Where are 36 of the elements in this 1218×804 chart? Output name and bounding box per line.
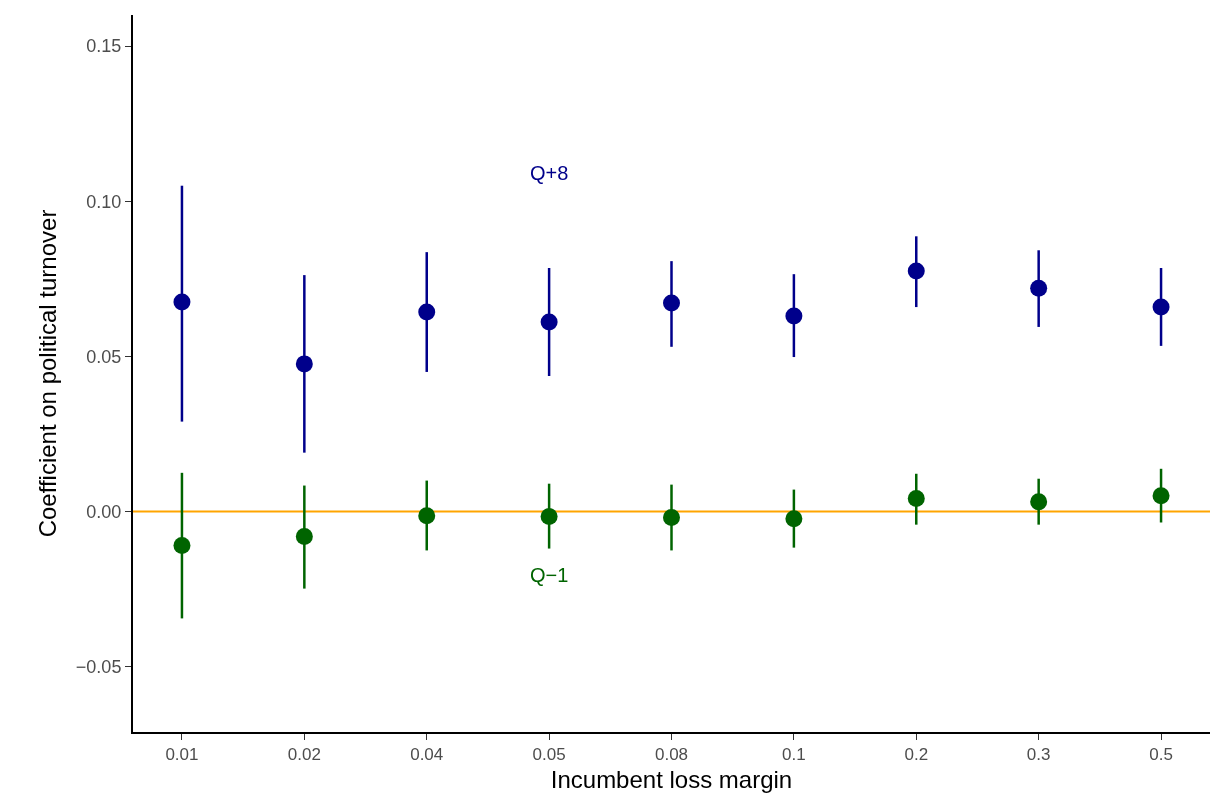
y-axis-title: Coefficient on political turnover [34, 209, 62, 538]
y-tick-label: −0.05 [75, 657, 122, 678]
x-tick-label: 0.1 [782, 745, 806, 765]
y-tick-label: 0.15 [86, 36, 122, 57]
x-tick-label: 0.08 [654, 745, 689, 765]
point [1152, 487, 1170, 505]
point [1030, 493, 1048, 511]
x-tick-label: 0.02 [287, 745, 321, 765]
point [540, 313, 558, 331]
point [785, 307, 803, 325]
y-tick-label: 0.10 [86, 191, 122, 212]
point [907, 262, 925, 280]
y-tick-label: 0.05 [86, 346, 122, 367]
point [295, 527, 313, 545]
point [785, 510, 803, 528]
point [663, 509, 680, 527]
x-axis-title: Incumbent loss margin [550, 766, 793, 794]
point [295, 355, 313, 373]
x-tick-label: 0.3 [1026, 745, 1051, 765]
point [418, 507, 436, 525]
x-tick-label: 0.5 [1149, 745, 1173, 765]
text: Q+8 [530, 162, 569, 184]
legend-label: Q−1 [530, 564, 569, 586]
y-tick-label: 0.00 [86, 501, 122, 522]
x-tick-label: 0.01 [165, 745, 199, 765]
point [173, 536, 191, 554]
point [173, 293, 191, 311]
point [418, 303, 436, 321]
x-tick-label: 0.2 [904, 745, 929, 765]
point [540, 508, 558, 526]
point [663, 294, 680, 312]
point [1152, 298, 1170, 316]
point [907, 490, 925, 508]
x-tick-label: 0.04 [410, 745, 444, 765]
x-tick-label: 0.05 [532, 745, 566, 765]
point [1030, 279, 1048, 297]
